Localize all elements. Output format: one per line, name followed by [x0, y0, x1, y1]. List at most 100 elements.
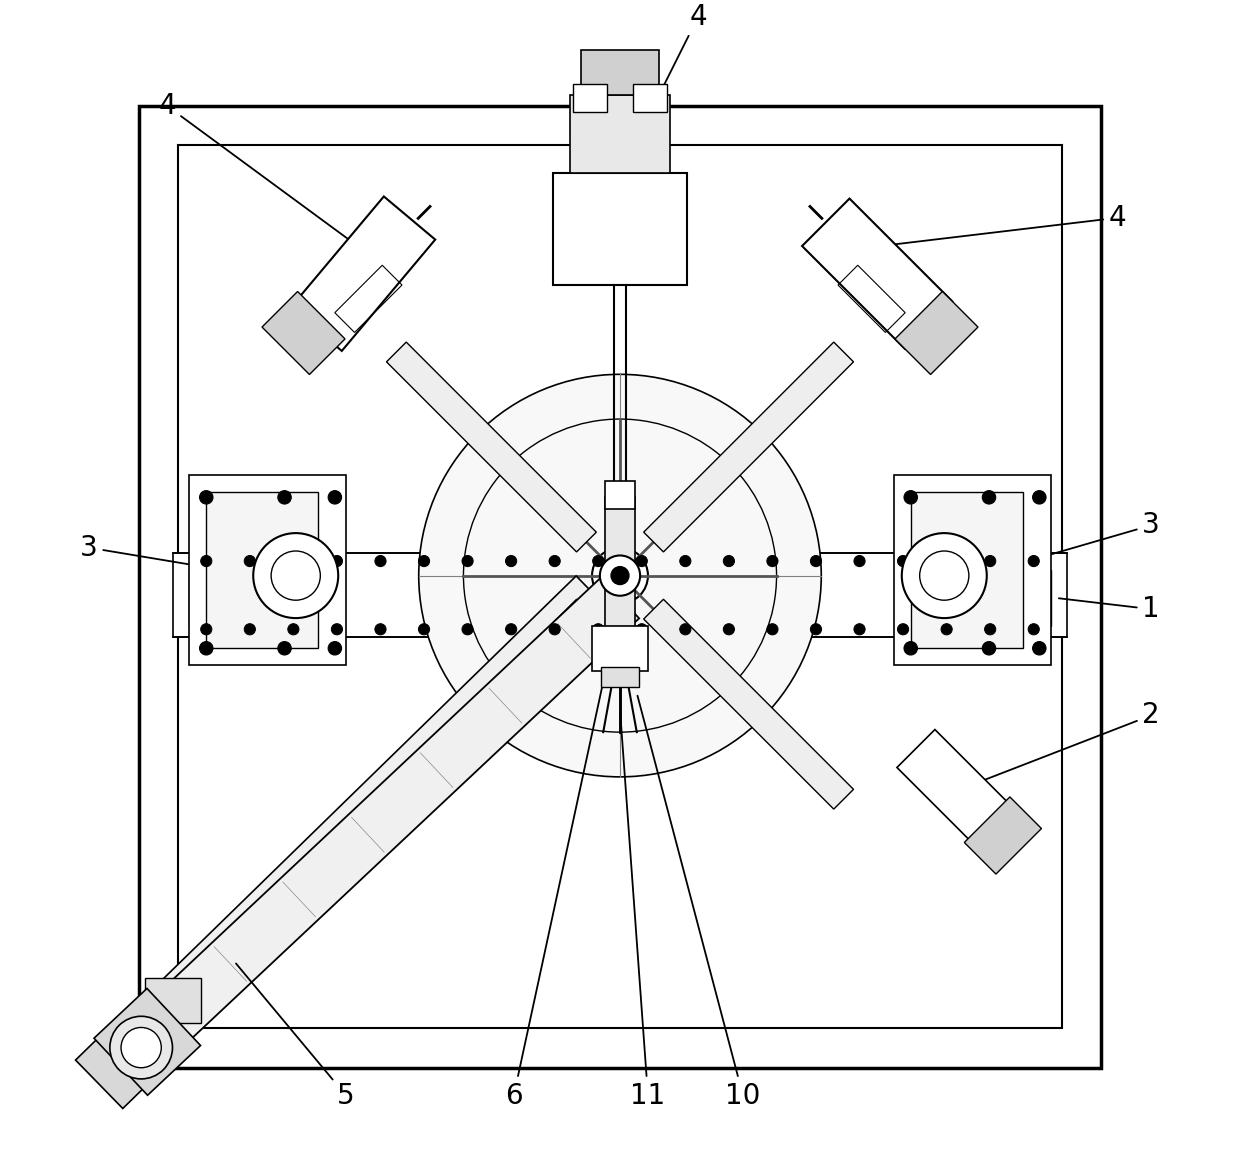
- Circle shape: [374, 555, 386, 567]
- Bar: [569, 94, 671, 173]
- Bar: [139, 106, 1101, 1067]
- Circle shape: [253, 533, 339, 618]
- Circle shape: [244, 555, 255, 567]
- Text: 3: 3: [981, 511, 1159, 575]
- Circle shape: [110, 1016, 172, 1079]
- Bar: [553, 173, 687, 285]
- Circle shape: [1033, 490, 1047, 504]
- Polygon shape: [895, 291, 978, 375]
- Circle shape: [331, 624, 342, 634]
- Circle shape: [1033, 641, 1047, 655]
- Circle shape: [985, 624, 996, 634]
- Circle shape: [200, 641, 213, 655]
- Circle shape: [593, 555, 604, 567]
- Circle shape: [898, 624, 909, 634]
- Circle shape: [549, 555, 560, 567]
- Circle shape: [985, 555, 996, 567]
- Bar: [335, 265, 402, 333]
- Circle shape: [1028, 555, 1039, 567]
- Circle shape: [766, 555, 777, 567]
- Circle shape: [288, 555, 299, 567]
- Circle shape: [278, 490, 291, 504]
- Circle shape: [636, 624, 647, 634]
- Circle shape: [941, 624, 952, 634]
- Bar: [573, 84, 606, 112]
- Circle shape: [811, 624, 822, 634]
- Circle shape: [600, 555, 640, 596]
- Circle shape: [201, 555, 212, 567]
- Circle shape: [418, 624, 429, 634]
- Text: 5: 5: [236, 964, 355, 1109]
- Bar: [838, 265, 905, 333]
- Text: 11: 11: [620, 712, 666, 1109]
- Circle shape: [419, 375, 821, 776]
- Circle shape: [201, 624, 212, 634]
- Circle shape: [854, 624, 866, 634]
- Bar: [190, 475, 346, 665]
- Text: 4: 4: [885, 204, 1126, 246]
- Circle shape: [506, 555, 517, 567]
- Circle shape: [920, 551, 968, 601]
- Polygon shape: [644, 599, 853, 809]
- Circle shape: [723, 624, 734, 634]
- Circle shape: [272, 551, 320, 601]
- Circle shape: [122, 1028, 161, 1067]
- Bar: [172, 553, 1068, 637]
- Polygon shape: [118, 576, 619, 1067]
- Circle shape: [680, 555, 691, 567]
- Text: 3: 3: [81, 533, 254, 575]
- Circle shape: [329, 641, 341, 655]
- Circle shape: [549, 624, 560, 634]
- Circle shape: [329, 490, 341, 504]
- Circle shape: [606, 562, 634, 589]
- Bar: [206, 491, 319, 648]
- Bar: [910, 491, 1023, 648]
- Circle shape: [244, 624, 255, 634]
- Polygon shape: [897, 730, 1014, 846]
- Circle shape: [331, 555, 342, 567]
- Circle shape: [463, 624, 474, 634]
- Bar: [1006, 570, 1050, 626]
- Polygon shape: [965, 797, 1042, 874]
- Text: 4: 4: [621, 2, 707, 171]
- Circle shape: [591, 547, 649, 604]
- Circle shape: [418, 555, 429, 567]
- Polygon shape: [387, 599, 596, 809]
- Circle shape: [1028, 624, 1039, 634]
- Circle shape: [898, 555, 909, 567]
- Circle shape: [982, 641, 996, 655]
- Circle shape: [811, 555, 822, 567]
- Circle shape: [506, 624, 517, 634]
- Circle shape: [904, 641, 918, 655]
- Circle shape: [941, 555, 952, 567]
- Circle shape: [901, 533, 987, 618]
- Circle shape: [200, 490, 213, 504]
- Polygon shape: [387, 342, 596, 552]
- Circle shape: [463, 555, 474, 567]
- Bar: [179, 146, 1061, 1029]
- Circle shape: [374, 624, 386, 634]
- Bar: [580, 50, 660, 94]
- Text: 4: 4: [159, 92, 355, 244]
- Circle shape: [723, 555, 734, 567]
- Text: 10: 10: [637, 696, 760, 1109]
- Bar: [601, 667, 639, 688]
- Circle shape: [854, 555, 866, 567]
- Polygon shape: [802, 199, 952, 349]
- Polygon shape: [262, 291, 345, 375]
- Bar: [190, 570, 234, 626]
- Polygon shape: [644, 342, 853, 552]
- Text: 1: 1: [1059, 595, 1159, 623]
- Circle shape: [982, 490, 996, 504]
- Circle shape: [611, 567, 629, 584]
- Polygon shape: [94, 988, 201, 1095]
- Circle shape: [904, 490, 918, 504]
- Circle shape: [593, 624, 604, 634]
- Circle shape: [680, 624, 691, 634]
- Text: 2: 2: [981, 702, 1159, 781]
- Bar: [145, 978, 201, 1023]
- Circle shape: [636, 555, 647, 567]
- Polygon shape: [76, 1013, 171, 1108]
- Polygon shape: [143, 577, 639, 1049]
- Bar: [605, 497, 635, 654]
